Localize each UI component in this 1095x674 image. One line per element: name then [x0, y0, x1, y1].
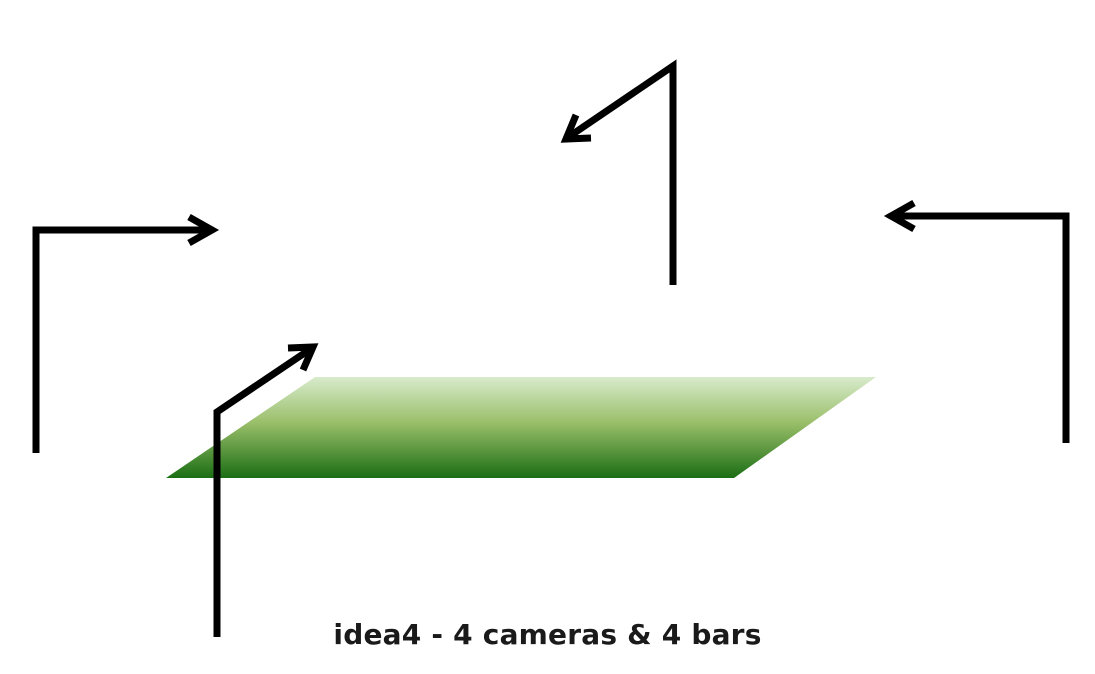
- camera-right-arrowhead-icon: [883, 199, 916, 233]
- camera-left-arrowhead-icon: [187, 213, 220, 247]
- camera-right-pole: [893, 212, 1070, 443]
- camera-back-arrowhead-icon: [560, 113, 592, 143]
- camera-back-bar: [560, 59, 677, 285]
- camera-left-bar: [32, 213, 220, 453]
- camera-front-bar: [213, 343, 319, 637]
- diagram-caption: idea4 - 4 cameras & 4 bars: [333, 618, 762, 651]
- floor-plane: [166, 377, 876, 478]
- camera-right-bar: [883, 199, 1070, 443]
- camera-front-arrowhead-icon: [287, 343, 319, 372]
- camera-left-pole: [32, 226, 210, 453]
- camera-front-pole: [213, 345, 314, 637]
- camera-back-pole: [565, 59, 677, 285]
